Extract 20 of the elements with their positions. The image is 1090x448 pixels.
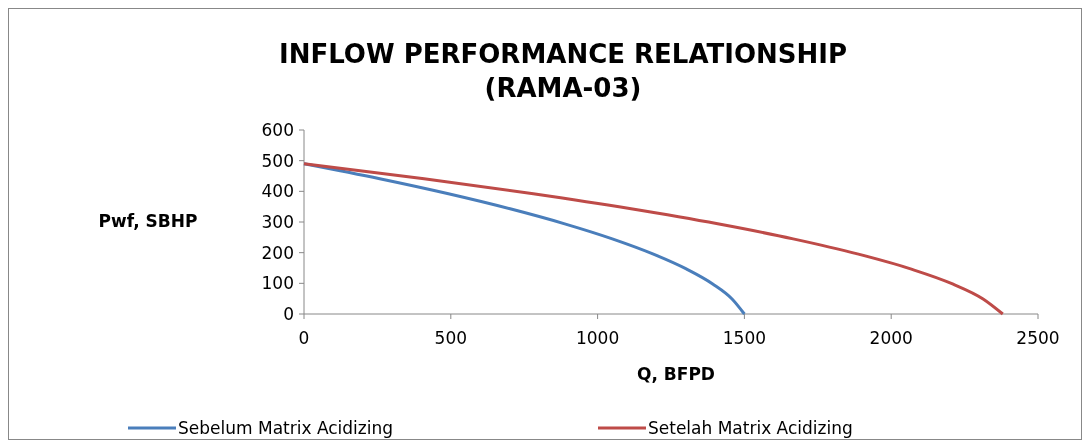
x-tick-label: 1000 (575, 328, 620, 348)
legend-label: Sebelum Matrix Acidizing (178, 417, 394, 438)
x-tick-label: 500 (434, 328, 468, 348)
line-series (302, 162, 1005, 316)
chart-title: INFLOW PERFORMANCE RELATIONSHIP (RAMA-03) (279, 39, 847, 103)
y-axis-title: Pwf, SBHP (98, 211, 198, 231)
x-axis-title: Q, BFPD (637, 364, 715, 384)
y-tick-label: 300 (261, 211, 294, 232)
x-tick-label: 2000 (869, 328, 913, 348)
y-tick-label: 0 (283, 303, 294, 324)
y-tick-label: 600 (261, 119, 294, 140)
x-tick-label: 1500 (722, 328, 767, 348)
y-tick-label: 200 (261, 242, 294, 263)
legend-label: Setelah Matrix Acidizing (648, 417, 853, 438)
line-series (302, 162, 746, 316)
y-tick-label: 100 (261, 273, 294, 294)
y-tick-label: 500 (261, 150, 294, 171)
x-tick-label: 0 (298, 328, 310, 348)
x-tick-label: 2500 (1016, 328, 1060, 348)
y-tick-label: 400 (261, 181, 294, 202)
